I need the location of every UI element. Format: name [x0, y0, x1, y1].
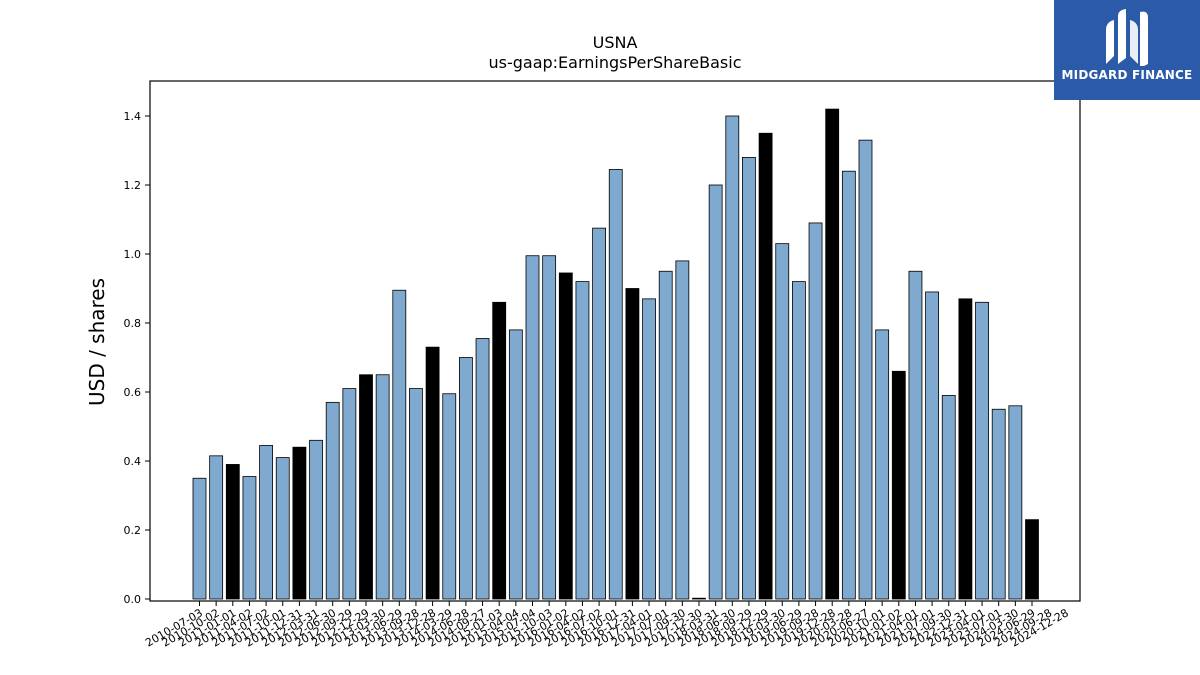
y-axis-ticks: 0.0 0.2 0.4 0.6 0.8 1.0 1.2 1.4 — [124, 110, 150, 606]
bar-2013-03-30 — [375, 374, 390, 600]
logo-text: MIDGARD FINANCE — [1061, 68, 1193, 82]
bar-2015-10-03 — [542, 255, 557, 600]
bar-2015-07-04 — [525, 255, 540, 600]
bar-2012-06-30 — [325, 401, 340, 600]
midgard-logo-icon — [1106, 9, 1148, 66]
bar-2018-03-31 — [708, 184, 723, 600]
bar-2010-10-02 — [209, 455, 224, 600]
bar-2024-03-30 — [1008, 405, 1023, 600]
bar-2019-12-28 — [825, 108, 840, 600]
bar-2011-04-02 — [242, 476, 257, 600]
y-tick-label: 1.4 — [124, 110, 142, 123]
bar-2019-09-28 — [808, 222, 823, 600]
bar-2023-07-01 — [991, 408, 1006, 600]
bar-2016-07-02 — [592, 227, 606, 600]
bar-2017-12-30 — [692, 597, 706, 600]
bar-2024-06-29 — [1025, 519, 1039, 600]
bar-2013-12-28 — [425, 346, 440, 600]
bar-2013-09-28 — [409, 388, 423, 600]
bar-2017-04-01 — [642, 298, 656, 600]
chart-subtitle: us-gaap:EarningsPerShareBasic — [488, 53, 741, 72]
bar-2020-03-28 — [841, 170, 856, 600]
bar-2022-12-31 — [958, 298, 973, 600]
y-tick-label: 0.4 — [124, 455, 142, 468]
y-tick-label: 1.0 — [124, 248, 142, 261]
bar-2020-06-27 — [858, 139, 873, 600]
y-tick-label: 1.2 — [124, 179, 142, 192]
bar-2016-04-02 — [575, 281, 590, 600]
bar-2021-04-01 — [908, 270, 923, 600]
chart-title: USNA — [593, 33, 638, 52]
bar-2012-03-31 — [309, 439, 323, 600]
bar-2014-03-29 — [442, 393, 457, 600]
y-tick-label: 0.2 — [124, 524, 142, 537]
bar-2012-12-29 — [359, 374, 373, 600]
bar-2019-03-30 — [775, 243, 790, 600]
bar-2018-09-29 — [742, 156, 756, 600]
bar-2016-01-02 — [558, 272, 573, 600]
bar-2017-09-30 — [675, 260, 690, 600]
bar-2011-01-01 — [225, 464, 240, 600]
bar-2016-12-31 — [625, 288, 640, 600]
bar-2018-12-29 — [758, 132, 773, 600]
bar-2017-07-01 — [658, 270, 673, 600]
bar-2019-06-29 — [792, 281, 806, 600]
bar-2012-09-29 — [342, 388, 357, 600]
y-tick-label: 0.0 — [124, 593, 142, 606]
bar-2013-06-29 — [392, 289, 407, 600]
bar-2020-10-01 — [875, 329, 890, 600]
bar-2016-10-01 — [608, 169, 623, 600]
bar-2011-12-31 — [292, 446, 307, 600]
midgard-finance-logo: MIDGARD FINANCE — [1054, 0, 1200, 100]
bar-2011-07-02 — [259, 445, 274, 600]
bars-group — [192, 108, 1039, 600]
y-tick-label: 0.6 — [124, 386, 142, 399]
y-tick-label: 0.8 — [124, 317, 142, 330]
bar-2015-01-03 — [492, 301, 507, 600]
bar-2014-06-28 — [458, 357, 473, 600]
y-axis-label: USD / shares — [85, 278, 109, 406]
bar-2023-04-01 — [975, 301, 989, 600]
plot-frame — [149, 80, 1081, 602]
bar-2021-09-30 — [941, 395, 956, 600]
bar-2018-06-30 — [725, 115, 740, 600]
bar-2011-10-01 — [275, 457, 290, 600]
bar-2010-07-03 — [192, 477, 207, 600]
bar-2014-09-27 — [475, 338, 490, 600]
bar-2015-04-04 — [508, 329, 523, 600]
bar-2021-01-02 — [891, 370, 906, 600]
bar-2021-07-01 — [925, 291, 939, 600]
x-axis-ticks: 2010-07-032010-10-022011-01-012011-04-02… — [143, 601, 1071, 650]
